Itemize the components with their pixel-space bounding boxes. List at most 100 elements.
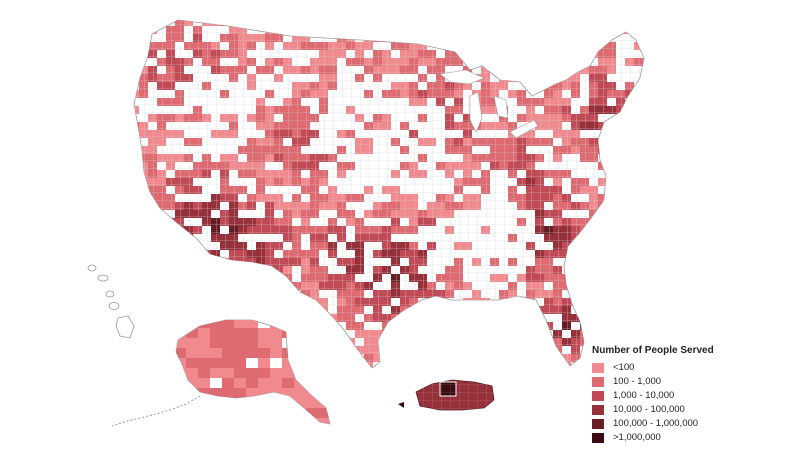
county-cell <box>634 138 643 146</box>
county-cell <box>544 66 553 74</box>
county-cell <box>247 306 256 314</box>
county-cell <box>571 274 580 282</box>
county-cell <box>643 210 644 218</box>
legend-label: 1,000 - 10,000 <box>613 390 675 401</box>
county-cell <box>202 274 211 282</box>
county-cell <box>634 314 643 322</box>
county-cell <box>258 418 270 424</box>
county-cell <box>571 26 589 34</box>
county-cell <box>589 258 598 266</box>
county-cell <box>330 328 342 338</box>
county-cell <box>157 370 175 378</box>
county-cell <box>270 338 282 348</box>
county-cell <box>258 398 270 408</box>
county-cell <box>222 408 234 418</box>
county-cell <box>607 26 616 34</box>
county-cell <box>134 194 139 202</box>
county-cell <box>643 82 644 90</box>
county-cell <box>318 408 330 418</box>
county-cell <box>134 138 139 146</box>
county-cell <box>330 368 342 378</box>
county-cell <box>301 346 319 354</box>
county-cell <box>134 20 148 26</box>
county-cell <box>294 388 306 398</box>
county-cell <box>472 58 481 66</box>
county-cell <box>193 266 202 274</box>
county-cell <box>220 306 229 314</box>
county-cell <box>176 388 186 398</box>
county-cell <box>544 20 553 26</box>
county-cell <box>580 234 589 242</box>
county-cell <box>318 388 330 398</box>
county-cell <box>643 162 644 170</box>
county-cell <box>139 218 148 226</box>
county-cell <box>157 314 175 322</box>
legend-swatch <box>592 362 604 373</box>
county-cell <box>409 330 418 338</box>
county-cell <box>306 348 318 358</box>
county-cell <box>589 34 598 42</box>
county-cell <box>328 322 337 330</box>
county-cell <box>625 114 634 122</box>
county-cell <box>229 282 238 290</box>
county-cell <box>198 320 222 328</box>
county-cell <box>427 338 436 346</box>
county-cell <box>598 20 607 26</box>
county-cell <box>607 290 616 298</box>
county-cell <box>134 178 148 186</box>
county-cell <box>139 282 148 290</box>
county-cell <box>463 338 472 346</box>
legend-swatch <box>592 418 604 429</box>
county-cell <box>490 322 508 330</box>
county-cell <box>229 20 247 26</box>
county-cell <box>134 162 139 170</box>
county-cell <box>481 354 490 362</box>
county-cell <box>598 298 616 306</box>
county-cell <box>310 370 319 378</box>
county-cell <box>176 398 186 408</box>
county-cell <box>616 178 625 186</box>
county-cell <box>292 362 310 368</box>
county-cell <box>198 328 210 338</box>
county-cell <box>157 218 166 226</box>
county-cell <box>508 50 517 58</box>
county-cell <box>175 234 193 242</box>
county-cell <box>157 354 175 362</box>
county-cell <box>148 282 157 290</box>
county-cell <box>544 50 553 58</box>
county-cell <box>306 368 318 378</box>
county-cell <box>499 20 508 26</box>
county-cell <box>157 330 166 338</box>
legend-swatch <box>592 390 604 401</box>
legend-swatch <box>592 432 604 443</box>
county-cell <box>246 378 258 388</box>
county-cell <box>346 362 355 368</box>
county-cell <box>166 346 175 354</box>
county-boundaries <box>134 20 644 368</box>
county-cell <box>198 338 210 348</box>
county-cell <box>220 274 229 282</box>
county-cell <box>270 320 282 328</box>
county-cell <box>211 290 220 298</box>
county-cell <box>391 338 409 346</box>
county-cell <box>625 186 634 194</box>
county-cell <box>319 370 337 378</box>
county-cell <box>454 42 463 50</box>
county-cell <box>270 418 282 424</box>
county-cell <box>148 274 157 282</box>
county-cell <box>472 50 490 58</box>
county-cell <box>634 330 644 338</box>
county-cell <box>306 320 318 328</box>
county-cell <box>166 282 175 290</box>
county-cell <box>634 170 644 178</box>
county-cell <box>282 388 294 398</box>
county-cell <box>418 354 427 362</box>
county-cell <box>616 306 625 314</box>
county-cell <box>318 328 330 338</box>
county-cell <box>643 138 644 146</box>
county-cell <box>436 322 445 330</box>
county-cell <box>643 266 644 274</box>
county-cell <box>445 362 463 368</box>
county-cell <box>175 258 193 266</box>
county-cell <box>157 282 175 290</box>
